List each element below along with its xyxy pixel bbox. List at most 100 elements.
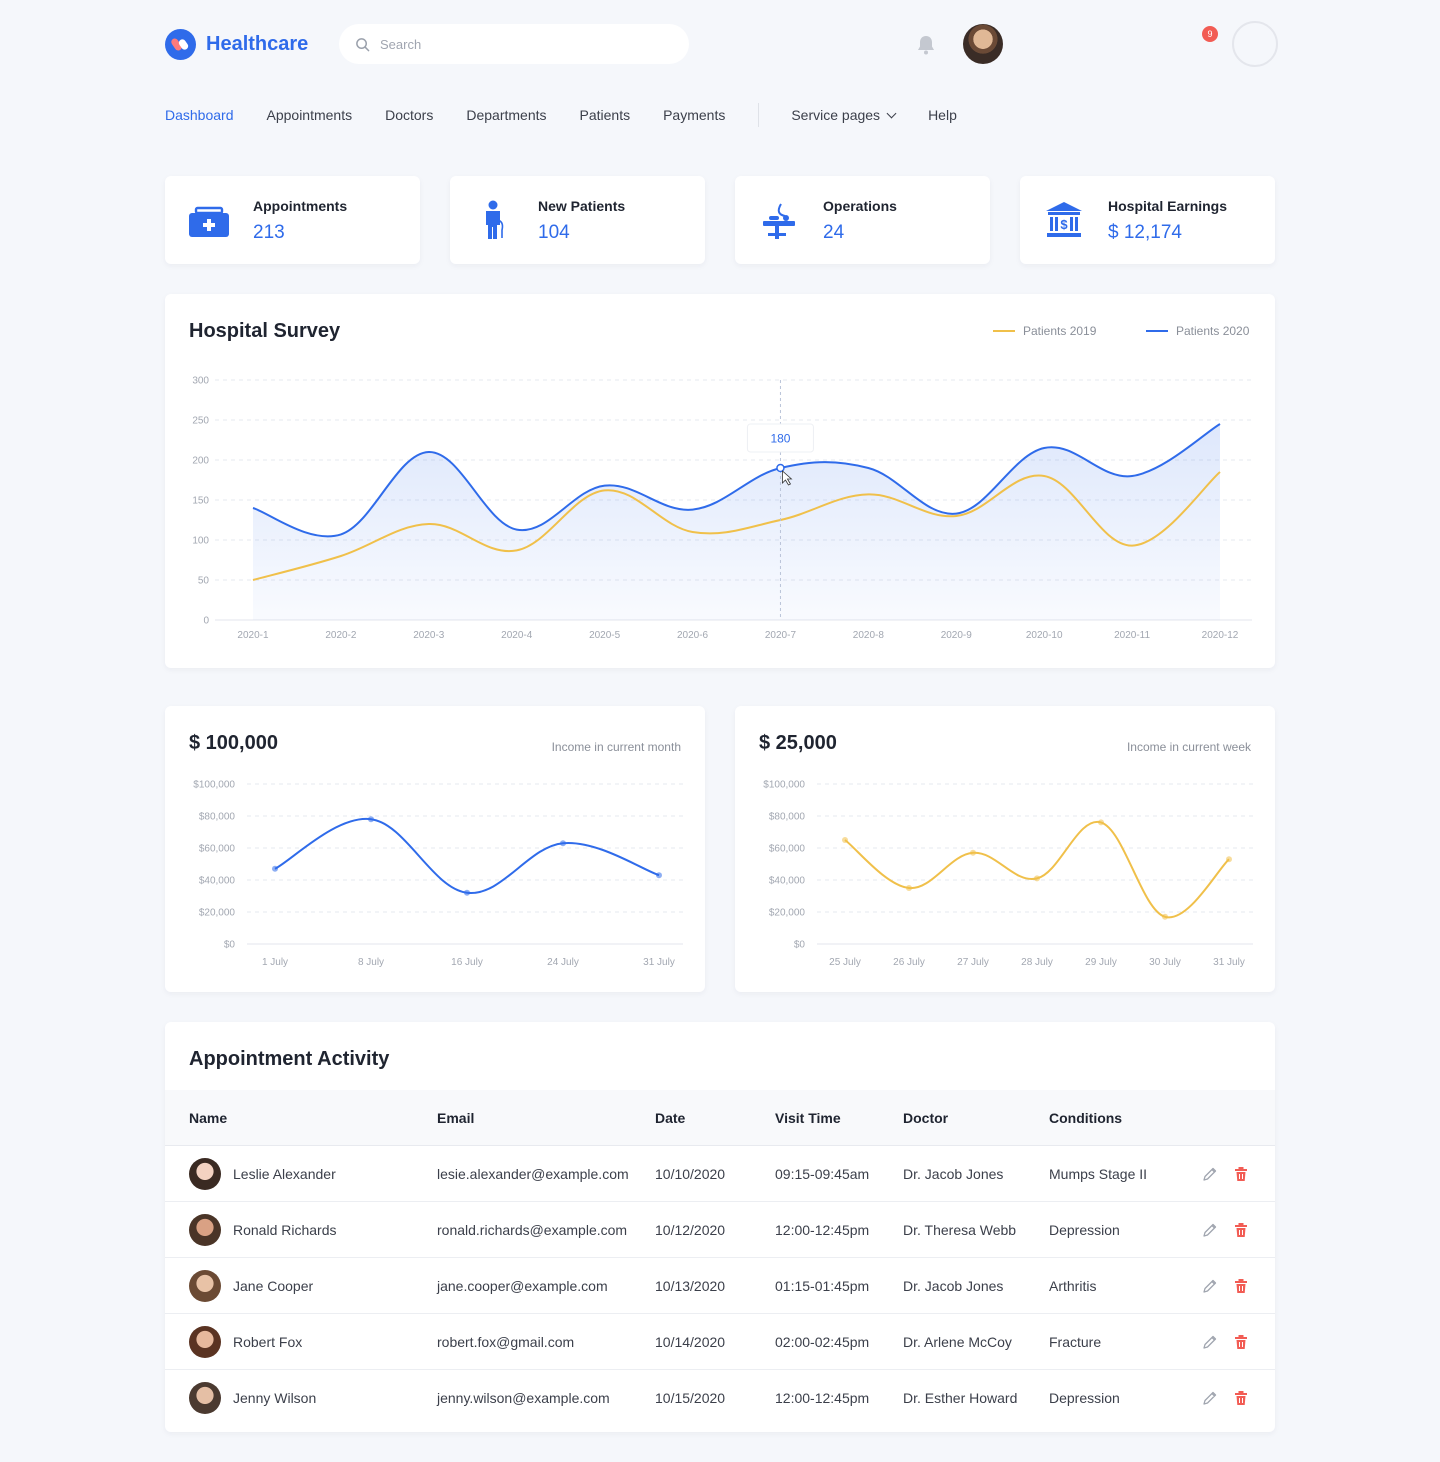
income-subtitle: Income in current week	[1126, 740, 1251, 754]
cell-condition: Depression	[1049, 1390, 1120, 1406]
delete-icon[interactable]	[1233, 1278, 1249, 1294]
income-week-chart[interactable]: $0 $20,000 $40,000 $60,000 $80,000 $100,000 25…	[735, 706, 1275, 992]
cell-date: 10/14/2020	[655, 1334, 726, 1350]
cell-date: 10/15/2020	[655, 1390, 726, 1406]
nav-departments[interactable]: Departments	[466, 107, 547, 123]
nav-patients[interactable]: Patients	[579, 107, 631, 123]
cell-doctor: Dr. Jacob Jones	[903, 1278, 1004, 1294]
bank-icon: $	[1046, 202, 1082, 237]
legend-patients-2020[interactable]: Patients 2020	[1146, 324, 1249, 338]
y-tick-label: $20,000	[769, 908, 806, 919]
column-header-email[interactable]: Email	[437, 1110, 475, 1126]
y-tick-label: $40,000	[199, 876, 236, 887]
data-point	[1226, 856, 1232, 863]
y-tick-label: 100	[192, 536, 209, 547]
table-row[interactable]: Ronald Richards ronald.richards@example.…	[165, 1202, 1275, 1258]
column-header-doctor[interactable]: Doctor	[903, 1110, 949, 1126]
cell-email: jenny.wilson@example.com	[437, 1390, 610, 1406]
table-row[interactable]: Leslie Alexander lesie.alexander@example…	[165, 1146, 1275, 1202]
x-tick-label: 1 July	[262, 957, 288, 968]
cell-name: Robert Fox	[233, 1334, 303, 1350]
profile-menu-button[interactable]	[1232, 21, 1278, 67]
column-header-date[interactable]: Date	[655, 1110, 686, 1126]
search-input[interactable]	[380, 36, 660, 52]
svg-text:$: $	[1060, 217, 1068, 232]
cell-email: lesie.alexander@example.com	[437, 1166, 629, 1182]
nav-payments[interactable]: Payments	[663, 107, 726, 123]
x-tick-label: 2020-11	[1114, 630, 1150, 641]
survey-chart[interactable]: 0 50 100 150 200 250 300 2020-1 2020-2 2020-3 2020…	[165, 294, 1275, 668]
delete-icon[interactable]	[1233, 1390, 1249, 1406]
stat-label: New Patients	[538, 198, 626, 214]
income-amount: $ 100,000	[189, 732, 278, 754]
table-row[interactable]: Jenny Wilson jenny.wilson@example.com 10…	[165, 1370, 1275, 1426]
search-bar[interactable]	[339, 24, 689, 64]
x-tick-label: 29 July	[1085, 957, 1117, 968]
brand-logo[interactable]: Healthcare	[165, 29, 308, 60]
column-header-conditions[interactable]: Conditions	[1049, 1110, 1123, 1126]
legend-label: Patients 2019	[1023, 324, 1097, 338]
y-tick-label: $60,000	[769, 844, 806, 855]
stat-card-hospital-earnings[interactable]: $ Hospital Earnings $ 12,174	[1020, 176, 1275, 264]
cell-date: 10/12/2020	[655, 1222, 726, 1238]
stat-card-operations[interactable]: Operations 24	[735, 176, 990, 264]
patient-avatar	[189, 1382, 221, 1414]
cell-condition: Mumps Stage II	[1049, 1166, 1148, 1182]
x-tick-label: 28 July	[1021, 957, 1053, 968]
x-tick-label: 2020-6	[677, 630, 709, 641]
cell-name: Jane Cooper	[233, 1278, 314, 1294]
data-point	[842, 837, 848, 843]
patient-avatar	[189, 1158, 221, 1190]
nav-service-pages-label: Service pages	[791, 107, 881, 123]
edit-icon[interactable]	[1202, 1278, 1218, 1294]
nav-service-pages[interactable]: Service pages	[791, 107, 897, 123]
data-point	[1162, 913, 1168, 920]
cell-visit-time: 12:00-12:45pm	[775, 1222, 870, 1238]
stat-value: 213	[253, 222, 285, 243]
income-week-card: $ 25,000 Income in current week $0 $20,00…	[735, 706, 1275, 992]
y-tick-label: $100,000	[193, 780, 235, 791]
pill-logo-icon	[165, 29, 196, 60]
series-line	[274, 818, 660, 894]
cell-email: robert.fox@gmail.com	[437, 1334, 575, 1350]
y-tick-label: 50	[198, 576, 210, 587]
brand-name: Healthcare	[206, 33, 309, 55]
patient-avatar	[189, 1270, 221, 1302]
edit-icon[interactable]	[1202, 1222, 1218, 1238]
table-row[interactable]: Jane Cooper jane.cooper@example.com 10/1…	[165, 1258, 1275, 1314]
column-header-visit-time[interactable]: Visit Time	[775, 1110, 841, 1126]
income-month-chart[interactable]: $0 $20,000 $40,000 $60,000 $80,000 $100,000 1 …	[165, 706, 705, 992]
patient-icon	[486, 200, 504, 239]
cell-condition: Fracture	[1049, 1334, 1102, 1350]
nav-appointments[interactable]: Appointments	[266, 107, 353, 123]
tooltip-box	[746, 423, 814, 453]
stat-card-appointments[interactable]: Appointments 213	[165, 176, 420, 264]
appointment-activity-card: Appointment Activity Name Email Date Vis…	[165, 1022, 1275, 1432]
table-row[interactable]: Robert Fox robert.fox@gmail.com 10/14/20…	[165, 1314, 1275, 1370]
column-header-name[interactable]: Name	[189, 1110, 228, 1126]
nav-help[interactable]: Help	[928, 107, 957, 123]
stat-card-new-patients[interactable]: New Patients 104	[450, 176, 705, 264]
y-tick-label: $60,000	[199, 844, 236, 855]
edit-icon[interactable]	[1202, 1334, 1218, 1350]
x-tick-label: 31 July	[643, 957, 675, 968]
user-avatar[interactable]	[963, 24, 1003, 64]
data-point	[560, 840, 566, 847]
bell-icon[interactable]	[914, 33, 938, 57]
x-tick-label: 16 July	[451, 957, 483, 968]
cell-visit-time: 01:15-01:45pm	[775, 1278, 870, 1294]
income-month-card: $ 100,000 Income in current month $0 $20,…	[165, 706, 705, 992]
cell-doctor: Dr. Esther Howard	[903, 1390, 1018, 1406]
delete-icon[interactable]	[1233, 1334, 1249, 1350]
nav-dashboard[interactable]: Dashboard	[165, 107, 234, 123]
nav-doctors[interactable]: Doctors	[385, 107, 434, 123]
delete-icon[interactable]	[1233, 1222, 1249, 1238]
cell-doctor: Dr. Arlene McCoy	[903, 1334, 1012, 1350]
cell-visit-time: 09:15-09:45am	[775, 1166, 870, 1182]
legend-patients-2019[interactable]: Patients 2019	[993, 324, 1096, 338]
search-icon	[356, 37, 370, 51]
stat-label: Operations	[823, 198, 897, 214]
edit-icon[interactable]	[1202, 1390, 1218, 1406]
edit-icon[interactable]	[1202, 1166, 1218, 1182]
delete-icon[interactable]	[1233, 1166, 1249, 1182]
